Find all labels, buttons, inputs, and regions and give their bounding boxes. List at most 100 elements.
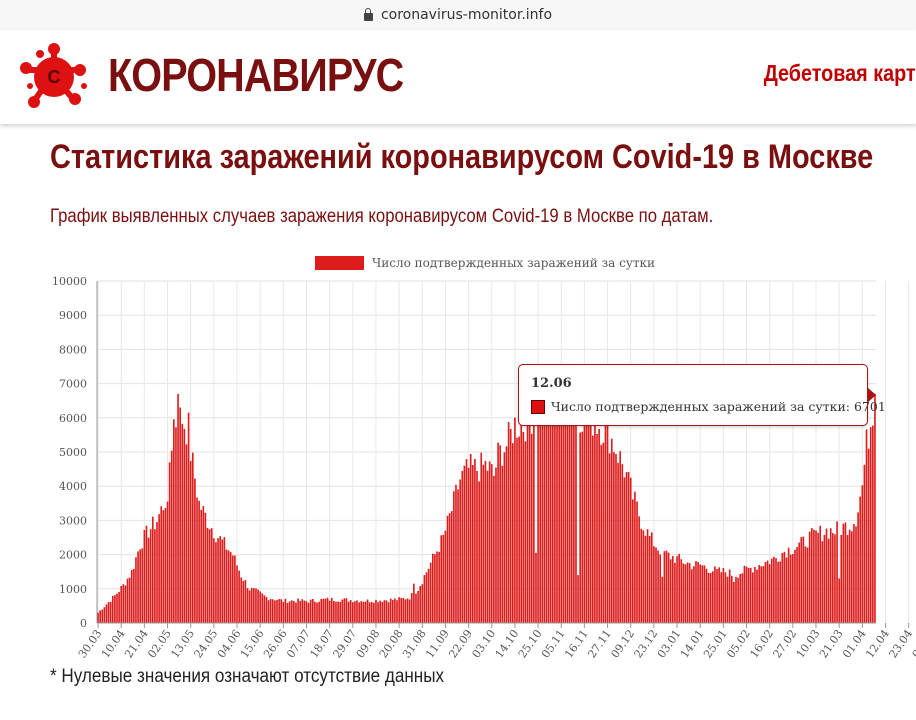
x-tick-label: 13.05 <box>168 627 197 660</box>
bar <box>318 601 320 623</box>
bar <box>160 506 163 623</box>
bar <box>244 579 247 623</box>
bar <box>587 413 590 623</box>
bar <box>278 599 280 623</box>
bar <box>640 528 643 623</box>
bar <box>408 599 411 623</box>
bar <box>598 429 600 623</box>
bar <box>177 393 179 623</box>
bar <box>301 599 304 623</box>
bar <box>861 485 864 623</box>
bar <box>486 470 489 623</box>
bar <box>314 601 316 623</box>
bar <box>297 598 299 623</box>
chart-tooltip: 12.06 Число подтвержденных заражений за … <box>518 364 886 426</box>
debit-card-link[interactable]: Дебетовая карт <box>764 60 916 86</box>
bar <box>768 564 771 623</box>
bar <box>164 507 167 623</box>
bar <box>629 477 632 623</box>
bar <box>107 602 110 623</box>
bar <box>339 601 341 623</box>
bar <box>253 588 255 623</box>
x-tick-label: 23.04 <box>886 627 915 660</box>
chart-bars <box>97 390 876 623</box>
bar <box>863 464 866 623</box>
bar <box>823 534 826 623</box>
bar <box>373 602 375 623</box>
bar <box>231 555 234 623</box>
bar <box>290 600 293 623</box>
bar <box>756 569 758 623</box>
browser-url-bar[interactable]: coronavirus-monitor.info <box>0 0 916 30</box>
bar <box>783 551 786 623</box>
bar <box>126 578 129 623</box>
y-tick-label: 1000 <box>59 583 87 596</box>
bar <box>832 533 834 623</box>
bar <box>541 403 544 623</box>
bar <box>716 569 718 623</box>
bar <box>391 599 394 623</box>
site-logo-text[interactable]: КОРОНАВИРУС <box>108 49 404 101</box>
bar <box>286 602 289 623</box>
bar <box>507 422 510 623</box>
bar <box>735 576 737 623</box>
bar <box>309 599 312 623</box>
chart-legend[interactable]: Число подтвержденных заражений за сутки <box>315 256 655 270</box>
page-title: Статистика заражений коронавирусом Covid… <box>50 138 874 176</box>
y-tick-label: 8000 <box>59 343 87 356</box>
tooltip-swatch <box>531 400 545 414</box>
bar <box>170 450 173 623</box>
bar <box>846 535 849 623</box>
bar <box>265 597 268 623</box>
bar <box>394 598 396 623</box>
bar <box>747 567 750 623</box>
bar <box>343 598 346 623</box>
bar <box>200 509 203 623</box>
bar <box>194 478 196 623</box>
bar <box>99 610 101 623</box>
bar <box>202 506 205 623</box>
y-tick-label: 9000 <box>59 309 87 322</box>
bar <box>608 453 611 623</box>
bar <box>381 601 384 623</box>
bar <box>585 416 588 623</box>
bar <box>431 553 434 623</box>
virus-logo-icon[interactable]: C <box>18 40 90 112</box>
bar <box>324 598 327 623</box>
bar <box>461 470 464 623</box>
bar <box>600 444 603 623</box>
bar <box>537 407 539 623</box>
bar <box>370 602 373 623</box>
bar <box>242 580 245 623</box>
bar <box>276 599 278 623</box>
bar <box>471 464 474 623</box>
bar <box>663 551 666 623</box>
bar <box>109 601 112 623</box>
bar <box>488 461 491 623</box>
bar <box>356 600 358 623</box>
bar <box>135 557 137 623</box>
bar <box>678 553 680 623</box>
bar <box>667 552 670 623</box>
bar <box>865 429 868 623</box>
bar <box>351 602 354 623</box>
bar <box>530 433 533 623</box>
bar <box>509 428 512 623</box>
zero-values-footnote: * Нулевые значения означают отсутствие д… <box>50 666 445 687</box>
bar <box>442 534 445 623</box>
bar <box>564 425 567 623</box>
bar <box>415 593 417 623</box>
bar <box>573 415 575 623</box>
bar <box>124 585 127 623</box>
bar <box>728 569 731 623</box>
bar <box>619 451 622 623</box>
bar <box>642 530 645 623</box>
y-tick-label: 4000 <box>59 480 87 493</box>
bar <box>730 575 733 623</box>
bar <box>379 600 381 623</box>
bar <box>775 558 777 623</box>
bar <box>575 411 577 623</box>
bar <box>817 532 819 623</box>
bar <box>181 423 184 623</box>
